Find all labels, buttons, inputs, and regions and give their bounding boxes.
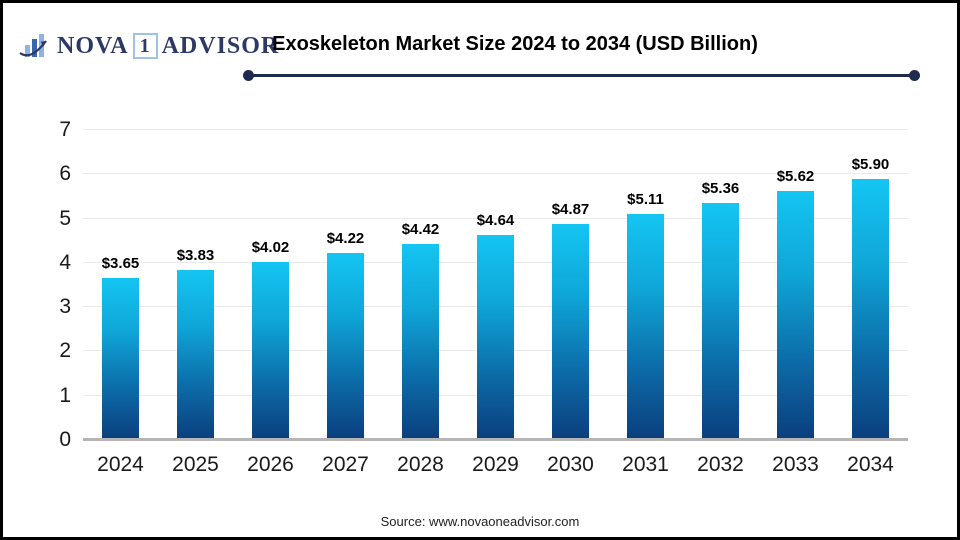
brand-number-box: 1 (132, 33, 158, 59)
y-tick-label: 2 (59, 339, 71, 363)
y-tick-label: 6 (59, 162, 71, 186)
gridline (83, 129, 908, 130)
bar-value-label: $5.11 (627, 190, 664, 208)
bar (627, 213, 664, 440)
x-axis-line (83, 438, 908, 441)
plot-area: $3.65 $3.83 $4.02 $4.22 $4.42 $4.64 $4.87 $5.11… (59, 118, 908, 451)
bar (402, 244, 439, 440)
bar-value-label: $5.90 (851, 155, 890, 173)
bar-value-label: $4.02 (251, 238, 290, 256)
x-tick-label: 2027 (322, 453, 369, 476)
bar (327, 253, 364, 440)
bar-value-label: $4.42 (401, 221, 440, 239)
bar (477, 234, 514, 440)
bar-slot: $4.64 (458, 212, 533, 440)
underline-left-dot (243, 70, 254, 81)
bar-slot: $4.22 (308, 230, 383, 440)
x-tick-label: 2030 (547, 453, 594, 476)
title-underline (248, 74, 915, 77)
bar-slot: $5.90 (833, 156, 908, 440)
x-tick-label: 2033 (772, 453, 819, 476)
bar (252, 261, 289, 440)
bar (102, 278, 139, 440)
gridline (83, 217, 908, 219)
bar-slot: $4.02 (233, 239, 308, 440)
y-tick-label: 0 (59, 428, 71, 451)
brand-name: NOVA 1 ADVISOR (57, 33, 279, 60)
y-tick-label: 3 (59, 295, 71, 319)
bar-value-label: $3.65 (101, 255, 140, 273)
bar-value-label: $4.22 (326, 230, 365, 248)
bars-row: $3.65 $3.83 $4.02 $4.22 $4.42 $4.64 $4.87 $5.11… (83, 130, 908, 440)
brand-name-part2: ADVISOR (161, 32, 280, 59)
gridline (83, 173, 908, 175)
brand-logo: NOVA 1 ADVISOR (19, 31, 279, 61)
x-tick-label: 2025 (172, 453, 219, 476)
bar (702, 202, 739, 440)
chart-title: Exoskeleton Market Size 2024 to 2034 (US… (272, 33, 758, 55)
x-tick-label: 2034 (847, 453, 894, 476)
logo-bars-icon (19, 34, 47, 57)
x-tick-label: 2028 (397, 453, 444, 476)
bar-slot: $5.62 (758, 168, 833, 440)
y-tick-label: 4 (59, 250, 71, 274)
x-tick-label: 2029 (472, 453, 519, 476)
brand-name-part1: NOVA (57, 32, 129, 59)
source-note: Source: www.novaoneadvisor.com (380, 514, 580, 529)
bar-value-label: $5.36 (701, 179, 740, 197)
bar-slot: $3.83 (158, 247, 233, 440)
y-tick-label: 1 (59, 383, 71, 407)
x-tick-label: 2032 (697, 453, 744, 476)
bar (177, 270, 214, 440)
bar-slot: $4.42 (383, 221, 458, 440)
bar-slot: $5.11 (608, 191, 683, 440)
bar-slot: $5.36 (683, 180, 758, 440)
underline-right-dot (909, 70, 920, 81)
bar-value-label: $3.83 (176, 247, 215, 265)
y-tick-label: 5 (59, 206, 71, 230)
x-tick-label: 2026 (247, 453, 294, 476)
y-tick-label: 7 (59, 118, 71, 141)
bar-value-label: $4.87 (551, 201, 590, 219)
x-axis-labels: 2024 2025 2026 2027 2028 2029 2030 2031 2032 2033… (83, 453, 908, 477)
x-tick-label: 2031 (622, 453, 669, 476)
bar (777, 191, 814, 440)
bar (552, 224, 589, 440)
bar-slot: $4.87 (533, 201, 608, 440)
x-tick-label: 2024 (97, 453, 144, 476)
bar-slot: $3.65 (83, 255, 158, 440)
bar-value-label: $5.62 (776, 168, 815, 186)
bar-value-label: $4.64 (476, 211, 515, 229)
bar (852, 178, 889, 440)
